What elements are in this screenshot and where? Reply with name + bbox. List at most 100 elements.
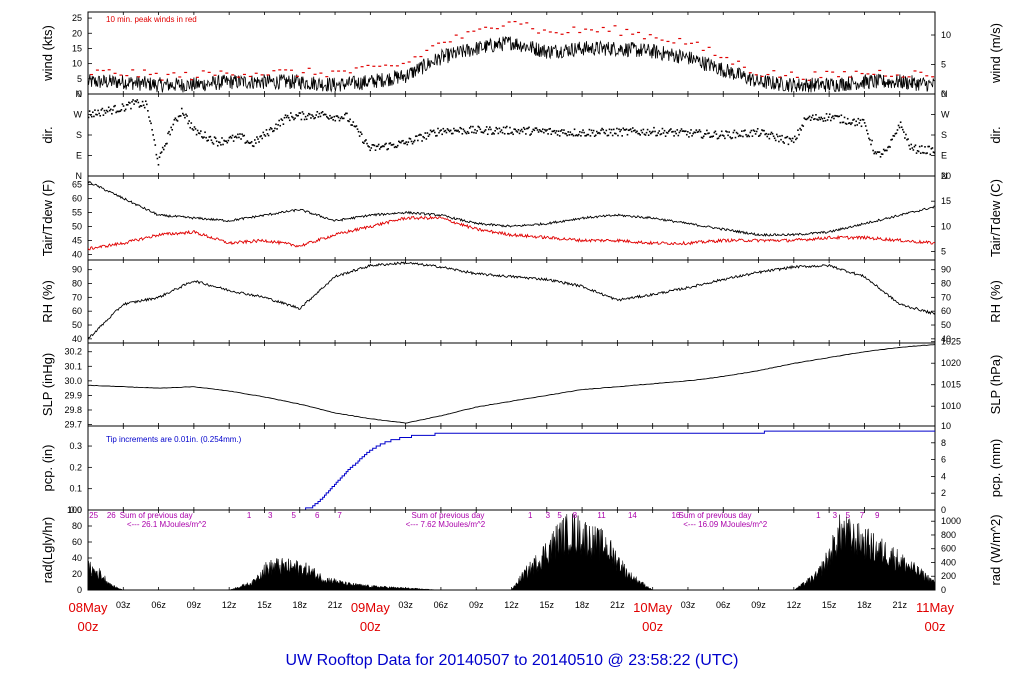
- direction-point: [589, 135, 592, 137]
- direction-point: [211, 141, 214, 144]
- direction-point: [798, 133, 800, 136]
- direction-point: [310, 117, 312, 119]
- left-axis-label: pcp. (in): [40, 445, 55, 492]
- direction-point: [137, 101, 140, 104]
- direction-point: [208, 136, 211, 138]
- direction-point: [442, 127, 445, 130]
- panel-data: [88, 513, 935, 590]
- direction-point: [363, 142, 365, 144]
- direction-point: [867, 132, 869, 135]
- direction-point: [449, 129, 452, 132]
- direction-point: [872, 149, 874, 152]
- right-tick-label: 90: [941, 265, 951, 275]
- left-axis-label: Tair/Tdew (F): [40, 180, 55, 257]
- direction-point: [463, 130, 466, 132]
- direction-point: [715, 133, 718, 135]
- direction-point: [931, 147, 934, 149]
- direction-point: [599, 132, 601, 135]
- direction-point: [135, 100, 138, 103]
- direction-point: [308, 112, 310, 115]
- direction-point: [590, 129, 593, 132]
- direction-point: [320, 112, 323, 114]
- direction-point: [880, 153, 883, 155]
- direction-point: [911, 147, 914, 149]
- direction-point: [868, 137, 870, 140]
- direction-point: [566, 134, 568, 137]
- direction-point: [600, 129, 602, 132]
- direction-point: [161, 146, 164, 149]
- x-tick-label: 03z: [116, 600, 131, 610]
- left-tick-label: N: [76, 171, 83, 181]
- right-tick-label: 4: [941, 471, 946, 481]
- direction-point: [331, 116, 333, 119]
- direction-point: [255, 142, 257, 144]
- direction-point: [844, 122, 847, 125]
- direction-point: [640, 129, 643, 132]
- direction-point: [194, 128, 197, 130]
- direction-point: [282, 123, 285, 125]
- direction-point: [725, 130, 727, 132]
- direction-point: [402, 139, 404, 142]
- direction-point: [416, 135, 418, 137]
- direction-point: [810, 116, 813, 119]
- direction-point: [820, 116, 823, 119]
- left-tick-label: 0: [77, 585, 82, 595]
- direction-point: [154, 144, 157, 146]
- direction-point: [826, 119, 829, 121]
- direction-point: [323, 113, 326, 116]
- x-tick-label: 03z: [681, 600, 696, 610]
- direction-point: [106, 110, 109, 113]
- direction-point: [774, 139, 777, 142]
- direction-point: [359, 131, 362, 134]
- right-tick-label: 5: [941, 60, 946, 70]
- direction-point: [326, 115, 328, 118]
- left-axis-label: dir.: [40, 126, 55, 143]
- direction-point: [587, 133, 590, 136]
- direction-point: [239, 133, 241, 135]
- direction-point: [318, 112, 321, 115]
- direction-point: [886, 149, 888, 152]
- direction-point: [932, 151, 935, 153]
- direction-point: [598, 131, 600, 134]
- direction-point: [328, 118, 330, 120]
- direction-point: [129, 102, 131, 104]
- direction-point: [298, 112, 301, 114]
- direction-point: [474, 128, 476, 131]
- direction-point: [641, 131, 644, 134]
- direction-point: [477, 125, 480, 128]
- direction-point: [875, 152, 878, 155]
- direction-point: [261, 137, 264, 140]
- direction-point: [659, 133, 662, 136]
- direction-point: [356, 128, 359, 130]
- direction-point: [136, 99, 139, 101]
- direction-point: [153, 139, 156, 141]
- direction-point: [283, 116, 286, 119]
- radiation-hour-mark: 25: [89, 511, 98, 520]
- direction-point: [723, 135, 725, 137]
- direction-point: [322, 114, 325, 116]
- direction-point: [529, 134, 531, 136]
- left-tick-label: 60: [72, 537, 82, 547]
- direction-point: [549, 127, 552, 130]
- direction-point: [695, 129, 698, 131]
- direction-point: [753, 130, 756, 132]
- direction-point: [410, 140, 413, 143]
- direction-point: [924, 146, 926, 148]
- direction-point: [907, 138, 909, 140]
- direction-point: [258, 141, 260, 143]
- direction-point: [838, 115, 841, 118]
- direction-point: [98, 112, 100, 115]
- direction-point: [233, 136, 236, 138]
- direction-point: [531, 130, 534, 133]
- direction-point: [219, 141, 221, 144]
- direction-point: [567, 131, 570, 133]
- direction-point: [789, 138, 792, 140]
- day-label-bottom: 00z: [360, 619, 381, 634]
- direction-point: [206, 139, 208, 142]
- direction-point: [644, 134, 647, 136]
- direction-point: [873, 152, 875, 155]
- direction-point: [495, 126, 498, 129]
- direction-point: [437, 127, 439, 130]
- direction-point: [643, 133, 646, 136]
